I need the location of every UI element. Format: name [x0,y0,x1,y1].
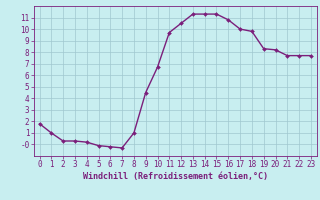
X-axis label: Windchill (Refroidissement éolien,°C): Windchill (Refroidissement éolien,°C) [83,172,268,181]
